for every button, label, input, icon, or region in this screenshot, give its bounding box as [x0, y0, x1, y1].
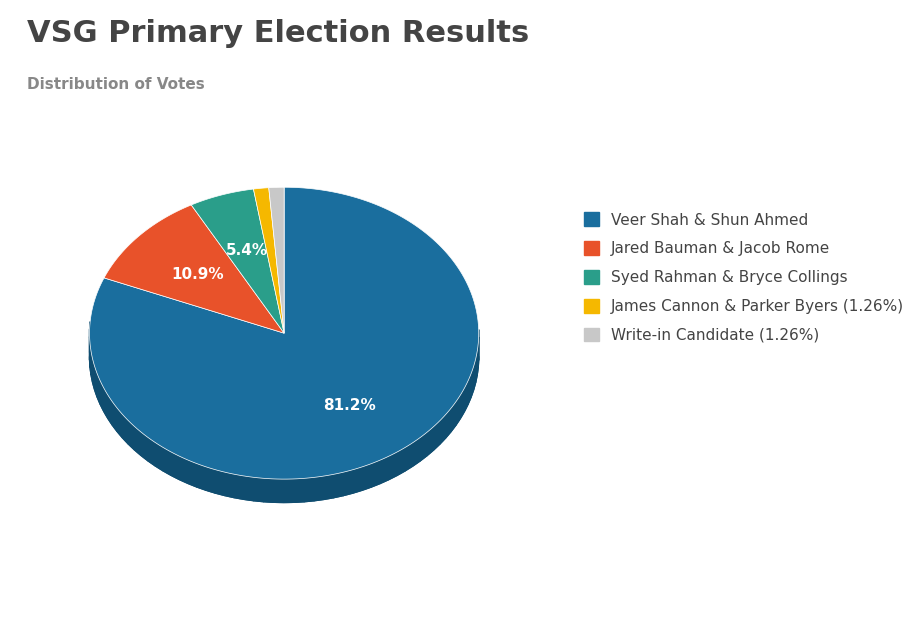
- Polygon shape: [90, 344, 91, 375]
- Text: Distribution of Votes: Distribution of Votes: [27, 77, 205, 92]
- Polygon shape: [107, 395, 112, 425]
- Polygon shape: [451, 402, 456, 432]
- Polygon shape: [456, 395, 460, 425]
- Polygon shape: [206, 467, 216, 493]
- Polygon shape: [191, 189, 284, 333]
- Polygon shape: [468, 374, 471, 405]
- Polygon shape: [304, 478, 314, 502]
- Polygon shape: [225, 472, 235, 497]
- Text: 5.4%: 5.4%: [226, 242, 268, 258]
- Polygon shape: [446, 408, 451, 438]
- Polygon shape: [244, 476, 253, 501]
- Text: 81.2%: 81.2%: [323, 399, 375, 413]
- Polygon shape: [427, 427, 434, 456]
- Polygon shape: [477, 344, 478, 375]
- Polygon shape: [460, 388, 465, 418]
- Polygon shape: [253, 478, 264, 502]
- Polygon shape: [471, 367, 474, 397]
- Polygon shape: [465, 381, 468, 412]
- Polygon shape: [269, 187, 284, 333]
- Polygon shape: [141, 432, 148, 461]
- Polygon shape: [324, 474, 334, 499]
- Polygon shape: [434, 421, 439, 450]
- Polygon shape: [397, 448, 405, 476]
- Polygon shape: [89, 187, 479, 479]
- Polygon shape: [171, 452, 179, 479]
- Polygon shape: [389, 452, 397, 480]
- Text: VSG Primary Election Results: VSG Primary Election Results: [27, 19, 529, 48]
- Polygon shape: [93, 359, 95, 390]
- Polygon shape: [163, 447, 171, 475]
- Polygon shape: [100, 381, 104, 412]
- Polygon shape: [104, 388, 107, 418]
- Polygon shape: [117, 408, 123, 438]
- Polygon shape: [294, 478, 304, 502]
- Polygon shape: [253, 188, 284, 333]
- Polygon shape: [475, 352, 477, 383]
- Polygon shape: [314, 476, 324, 501]
- Text: 10.9%: 10.9%: [170, 267, 224, 282]
- Polygon shape: [134, 426, 141, 455]
- Polygon shape: [235, 474, 244, 499]
- Polygon shape: [362, 464, 371, 491]
- Polygon shape: [474, 360, 475, 390]
- Polygon shape: [89, 357, 479, 502]
- Polygon shape: [179, 456, 188, 484]
- Polygon shape: [371, 460, 380, 487]
- Polygon shape: [380, 457, 389, 484]
- Polygon shape: [112, 402, 117, 431]
- Polygon shape: [216, 470, 225, 495]
- Polygon shape: [412, 438, 419, 466]
- Polygon shape: [197, 463, 206, 490]
- Polygon shape: [123, 415, 128, 444]
- Polygon shape: [334, 472, 343, 498]
- Polygon shape: [148, 437, 155, 466]
- Polygon shape: [274, 479, 284, 502]
- Polygon shape: [188, 460, 197, 487]
- Polygon shape: [155, 442, 163, 471]
- Polygon shape: [353, 467, 362, 493]
- Polygon shape: [104, 205, 284, 333]
- Polygon shape: [419, 433, 427, 461]
- Polygon shape: [91, 352, 93, 383]
- Polygon shape: [405, 443, 412, 471]
- Polygon shape: [264, 478, 274, 502]
- Polygon shape: [439, 415, 446, 444]
- Polygon shape: [97, 374, 100, 404]
- Polygon shape: [343, 470, 353, 495]
- Polygon shape: [95, 366, 97, 397]
- Polygon shape: [128, 421, 134, 450]
- Polygon shape: [284, 479, 294, 502]
- Legend: Veer Shah & Shun Ahmed, Jared Bauman & Jacob Rome, Syed Rahman & Bryce Collings,: Veer Shah & Shun Ahmed, Jared Bauman & J…: [575, 205, 902, 350]
